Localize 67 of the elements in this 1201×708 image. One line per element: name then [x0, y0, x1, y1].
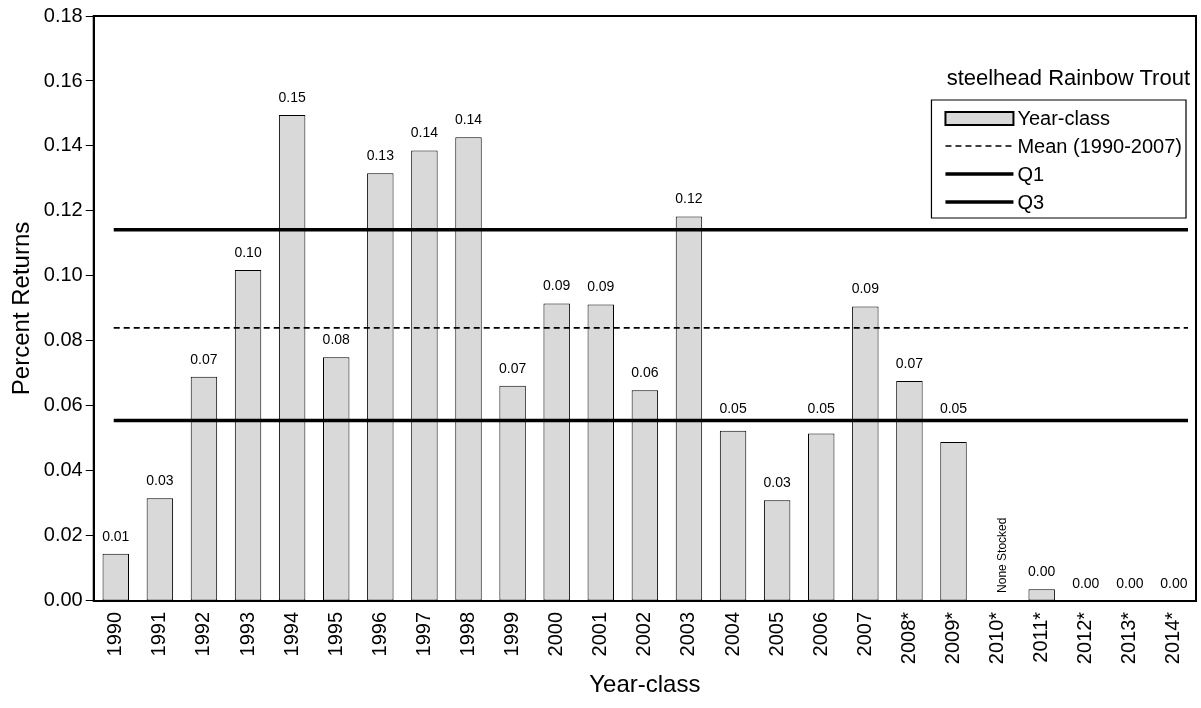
x-tick-label: 2014*: [1161, 611, 1184, 665]
data-label: 0.08: [322, 331, 351, 348]
x-tick-label: 1997: [411, 611, 434, 657]
data-label: 0.12: [675, 190, 703, 207]
y-tick-label: 0.18: [43, 3, 83, 26]
x-tick-label: 1991: [147, 611, 170, 657]
data-label: 0.00: [1160, 574, 1188, 591]
data-label: 0.03: [763, 474, 791, 491]
x-tick-label: 2009*: [941, 611, 964, 665]
text: None Stocked: [994, 517, 1009, 593]
y-tick-label: 0.10: [43, 263, 83, 286]
data-label: 0.07: [190, 350, 218, 367]
data-label: 0.03: [146, 472, 174, 489]
x-tick-label: 1995: [323, 611, 346, 657]
x-tick-label: 2010*: [985, 611, 1008, 665]
data-label: 0.13: [366, 147, 395, 164]
x-tick-label: 2004: [720, 611, 743, 657]
x-tick-label: 2005: [764, 611, 787, 657]
y-tick-label: 0.16: [43, 68, 83, 91]
x-tick-label: 2000: [544, 611, 567, 657]
x-tick-label: 1998: [456, 611, 479, 657]
x-tick-label: 1994: [279, 611, 302, 657]
y-axis-title: Percent Returns: [7, 221, 35, 396]
data-label: 0.00: [1072, 574, 1100, 591]
y-tick-label: 0.08: [43, 328, 83, 351]
x-tick-label: 2003: [676, 611, 699, 657]
legend-label: Year-class: [1017, 106, 1111, 129]
data-label: 0.00: [1116, 574, 1144, 591]
x-tick-label: 2001: [588, 611, 611, 657]
data-label: 0.07: [895, 354, 924, 371]
x-tick-label: 1993: [235, 611, 258, 657]
legend-label: Q3: [1017, 190, 1045, 213]
y-tick-label: 0.04: [43, 458, 83, 481]
y-tick-label: 0.14: [43, 133, 83, 156]
x-tick-label: 2006: [808, 611, 831, 657]
data-label: 0.09: [587, 278, 615, 295]
y-tick-label: 0.12: [43, 198, 83, 221]
data-label: 0.07: [498, 359, 527, 376]
x-tick-label: 1996: [367, 611, 390, 657]
data-label: 0.09: [543, 277, 571, 294]
data-label: 0.01: [102, 527, 130, 544]
x-tick-label: 2011*: [1029, 611, 1052, 663]
data-label: 0.10: [234, 243, 262, 260]
data-label: 0.14: [410, 124, 439, 141]
x-axis-title: Year-class: [589, 670, 701, 698]
data-label: 0.05: [807, 400, 836, 417]
legend-title: steelhead Rainbow Trout: [946, 65, 1191, 91]
data-label: 0.15: [278, 88, 306, 105]
y-tick-label: 0.00: [43, 588, 83, 611]
legend-label: Mean (1990-2007): [1017, 134, 1183, 157]
y-tick-label: 0.06: [43, 393, 83, 416]
data-label: 0.00: [1028, 563, 1056, 580]
data-label: 0.09: [851, 280, 880, 297]
legend-label: Q1: [1017, 162, 1045, 185]
x-tick-label: 2002: [632, 611, 655, 657]
data-label: 0.14: [454, 111, 483, 128]
x-tick-label: 2008*: [896, 611, 919, 665]
x-tick-label: 2007: [852, 611, 875, 657]
x-tick-label: 1990: [103, 611, 126, 657]
data-label: 0.05: [939, 400, 968, 417]
y-tick-label: 0.02: [43, 523, 83, 546]
x-tick-label: 2013*: [1117, 611, 1140, 665]
x-tick-label: 2012*: [1073, 611, 1096, 665]
x-tick-label: 1999: [500, 611, 523, 657]
data-label: 0.05: [719, 400, 747, 417]
data-label: 0.06: [631, 364, 659, 381]
x-tick-label: 1992: [191, 611, 214, 657]
